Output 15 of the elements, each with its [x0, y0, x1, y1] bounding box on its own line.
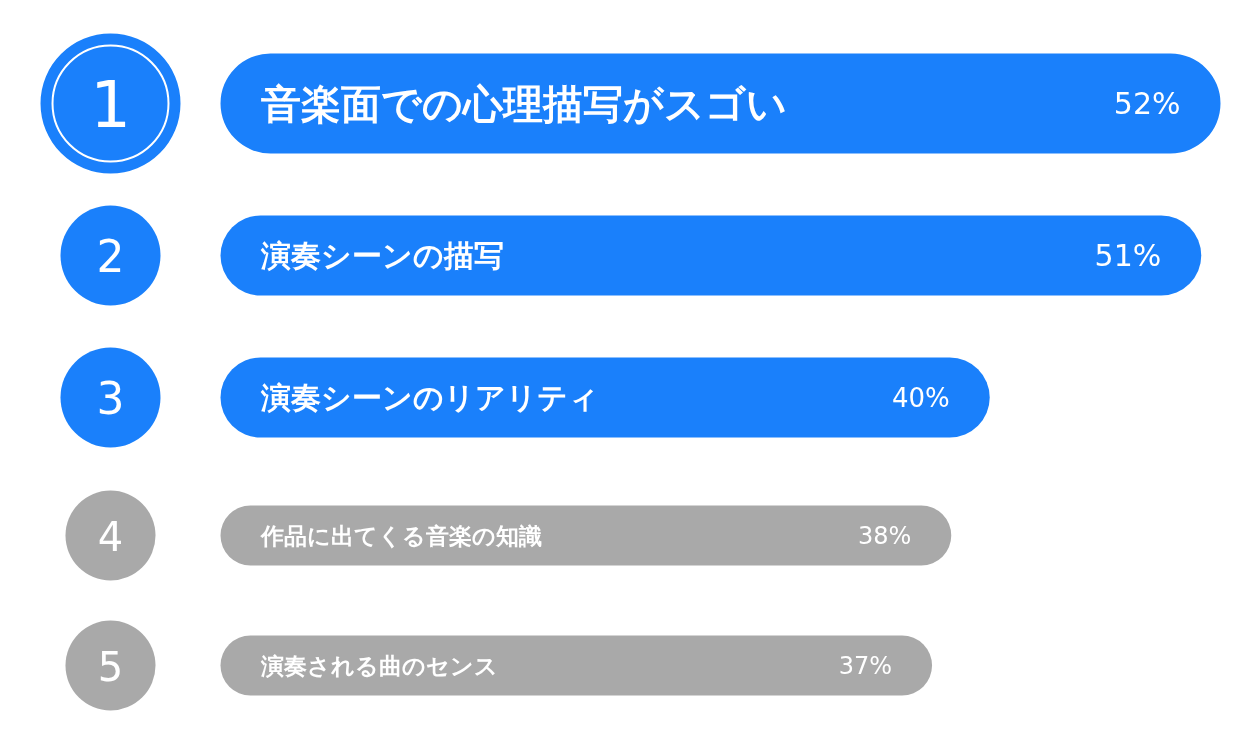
data-label: 52% — [1113, 86, 1181, 121]
y-tick-label: 演奏シーンの描写 — [259, 238, 504, 273]
y-tick-label: 演奏シーンのリアリティ — [259, 380, 599, 415]
text: 3 — [96, 373, 125, 424]
text: 5 — [97, 643, 124, 690]
text: 2 — [96, 231, 125, 282]
y-tick-label: 音楽面での心理描写がスゴい — [260, 80, 787, 127]
data-label: 37% — [838, 651, 893, 680]
y-tick-label: 演奏される曲のセンス — [259, 652, 498, 679]
text: 1 — [90, 68, 131, 142]
data-label: 38% — [857, 521, 912, 550]
data-label: 51% — [1094, 238, 1162, 273]
y-tick-label: 作品に出てくる音楽の知識 — [259, 522, 542, 549]
text: 4 — [97, 513, 124, 560]
data-label: 40% — [891, 382, 950, 413]
